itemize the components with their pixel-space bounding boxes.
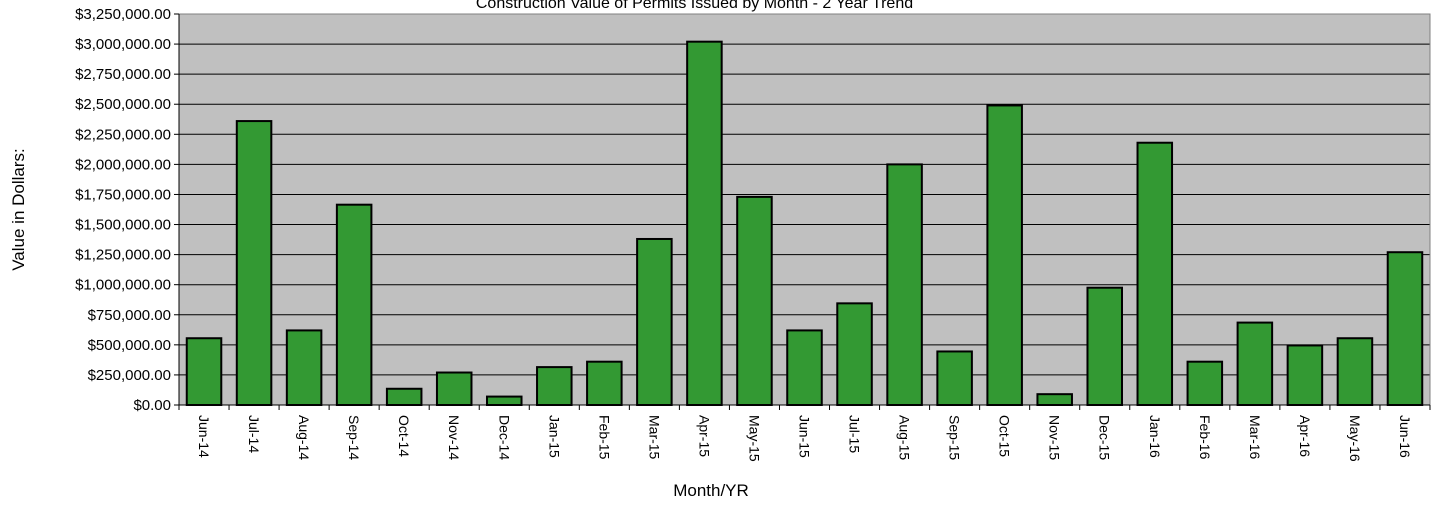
x-tick-label: Jan-15	[546, 415, 562, 458]
x-tick-label: Apr-15	[696, 415, 712, 457]
bar-oct-15	[986, 104, 1023, 407]
x-tick-label: Jan-16	[1147, 415, 1163, 458]
bar-jan-16	[1136, 141, 1174, 407]
x-tick-label: Oct-14	[396, 415, 412, 457]
x-tick-label: Mar-16	[1247, 415, 1263, 460]
bar-nov-15	[1036, 393, 1073, 406]
y-tick-label: $1,000,000.00	[75, 277, 171, 294]
x-tick-label: Sep-15	[947, 415, 963, 460]
bar-may-15	[736, 195, 773, 406]
x-tick-label: Dec-14	[496, 415, 512, 460]
y-tick-label: $2,250,000.00	[75, 126, 171, 143]
bar-oct-14	[385, 387, 423, 406]
x-tick-label: Aug-14	[296, 415, 312, 460]
bar-feb-16	[1186, 360, 1224, 407]
bar-jun-16	[1386, 251, 1424, 406]
x-tick-label: May-15	[746, 415, 762, 462]
x-tick-label: Nov-14	[446, 415, 462, 460]
y-tick-label: $1,500,000.00	[75, 217, 171, 234]
bar-mar-15	[636, 237, 673, 406]
y-tick-label: $2,500,000.00	[75, 96, 171, 113]
y-axis-title: Value in Dollars:	[9, 148, 28, 271]
y-tick-label: $0.00	[133, 397, 171, 414]
x-tick-label: Feb-15	[596, 415, 612, 460]
bar-jun-15	[786, 329, 823, 407]
x-tick-label: Oct-15	[997, 415, 1013, 457]
x-tick-label: Aug-15	[897, 415, 913, 460]
x-tick-label: Nov-15	[1047, 415, 1063, 460]
bar-nov-14	[435, 371, 473, 407]
bar-jun-14	[185, 337, 223, 406]
bar-jul-15	[836, 302, 873, 406]
bar-apr-16	[1286, 344, 1324, 406]
x-tick-label: Jul-14	[246, 415, 262, 453]
x-tick-label: Jul-15	[847, 415, 863, 453]
bar-mar-16	[1236, 321, 1274, 406]
bar-sep-15	[936, 350, 973, 406]
x-tick-label: Mar-15	[646, 415, 662, 460]
y-tick-label: $1,750,000.00	[75, 186, 171, 203]
y-tick-label: $3,000,000.00	[75, 36, 171, 53]
y-tick-label: $1,250,000.00	[75, 247, 171, 264]
bar-sep-14	[335, 203, 373, 406]
y-tick-label: $3,250,000.00	[75, 6, 171, 23]
x-tick-label: May-16	[1347, 415, 1363, 462]
x-tick-label: Sep-14	[346, 415, 362, 460]
y-tick-label: $750,000.00	[88, 307, 171, 324]
bar-apr-15	[686, 40, 723, 406]
y-axis: $0.00 $250,000.00 $500,000.00 $750,000.00 $1…	[75, 6, 180, 414]
y-tick-label: $500,000.00	[88, 337, 171, 354]
bar-may-16	[1336, 337, 1374, 406]
x-axis-title: Month/YR	[673, 481, 749, 500]
bar-series	[185, 40, 1424, 407]
y-tick-label: $250,000.00	[88, 367, 171, 384]
bar-dec-14	[485, 395, 523, 406]
x-tick-label: Jun-14	[196, 415, 212, 458]
bar-dec-15	[1086, 286, 1124, 407]
y-tick-label: $2,000,000.00	[75, 156, 171, 173]
x-tick-label: Jun-16	[1397, 415, 1413, 458]
x-axis: Jun-14 Jul-14 Aug-14 Sep-14 Oct-14 Nov-14 Dec-…	[178, 404, 1431, 462]
y-tick-label: $2,750,000.00	[75, 66, 171, 83]
bar-jul-14	[235, 120, 273, 406]
x-tick-label: Dec-15	[1097, 415, 1113, 460]
bar-aug-15	[886, 163, 923, 406]
x-tick-label: Apr-16	[1297, 415, 1313, 457]
chart-title: Construction Value of Permits Issued by …	[476, 0, 913, 12]
x-tick-label: Jun-15	[797, 415, 813, 458]
bar-jan-15	[536, 366, 573, 407]
bar-aug-14	[285, 329, 323, 407]
x-tick-label: Feb-16	[1197, 415, 1213, 460]
bar-feb-15	[586, 360, 623, 407]
